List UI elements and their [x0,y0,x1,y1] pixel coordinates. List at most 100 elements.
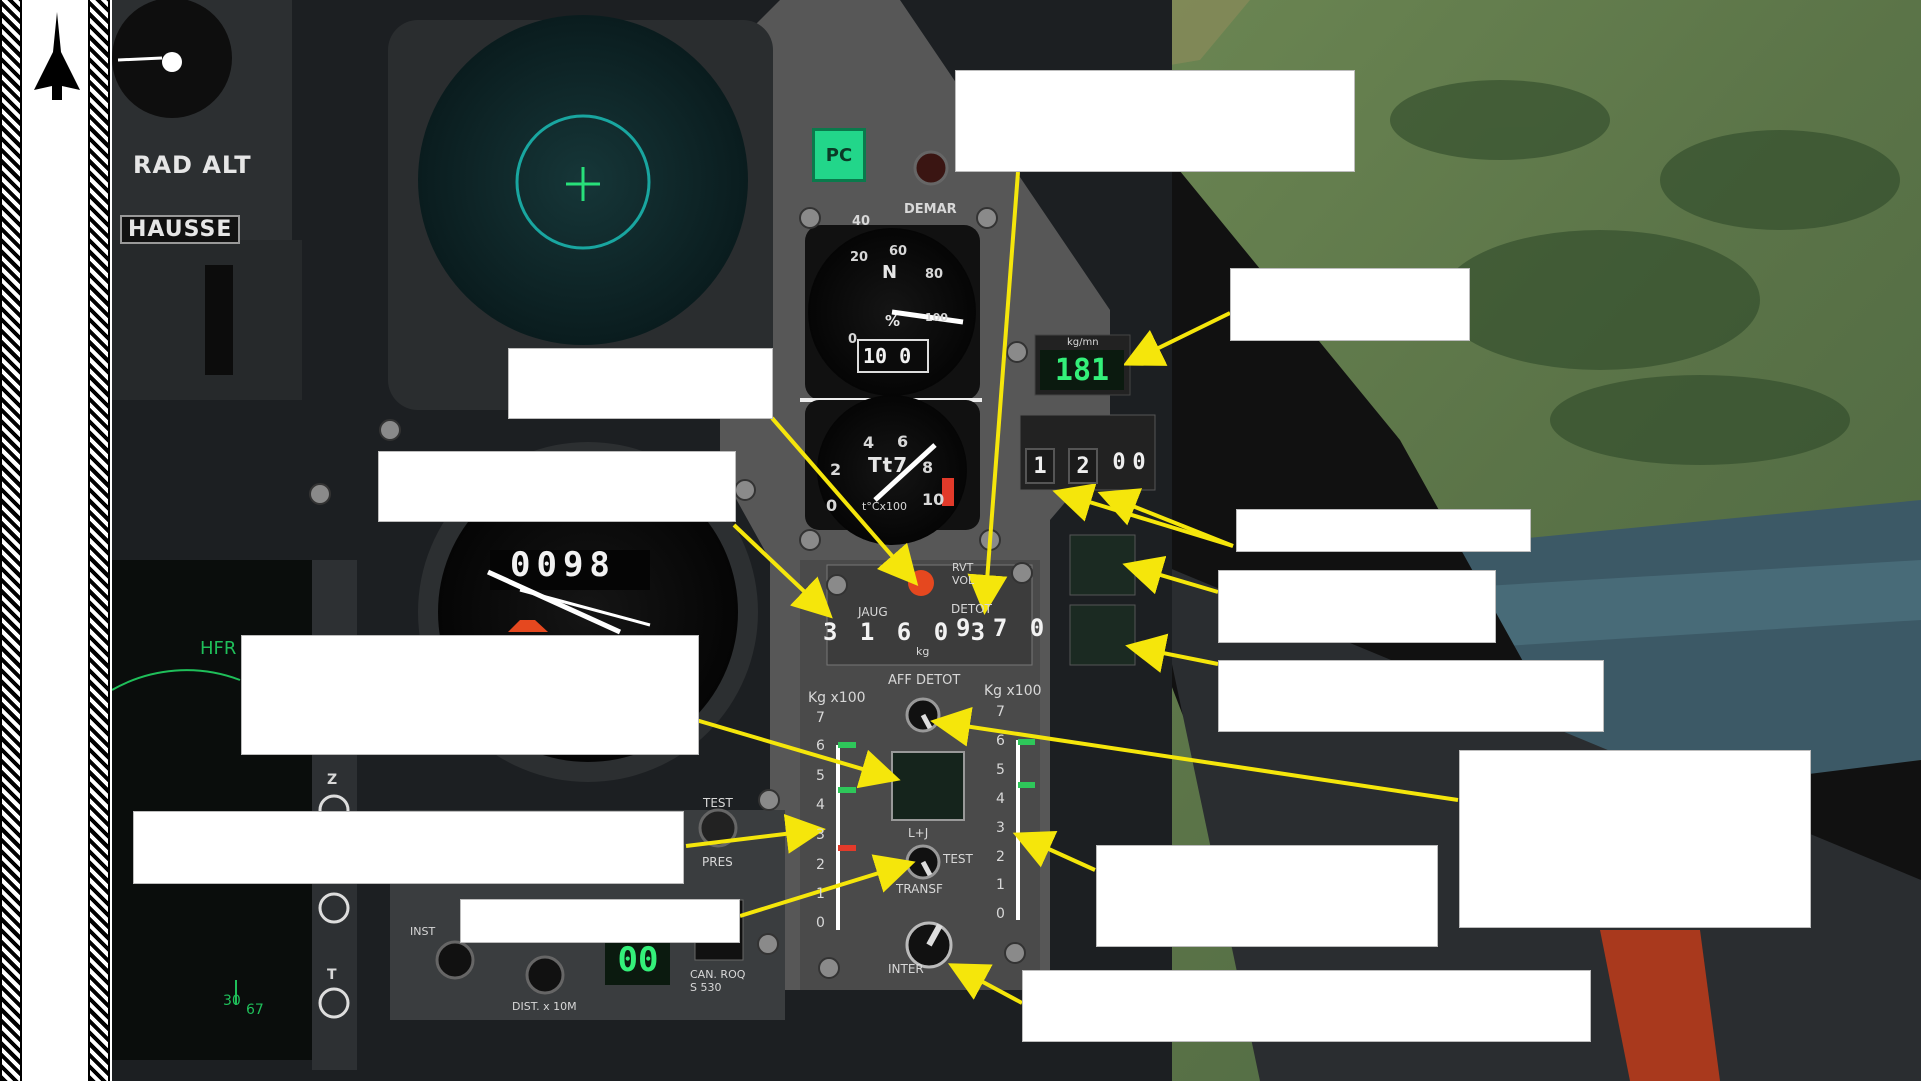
rpm-counter: 10 0 [863,344,912,368]
inst-knob[interactable] [435,940,475,980]
fuel-flow-display: 181 [1040,350,1124,390]
kg-x100-right-label: Kg x100 [984,683,1042,699]
side-strip [0,0,112,1081]
fuel-flow-unit: kg/mn [1067,337,1099,348]
bingo-drum-2[interactable]: 2 [1068,448,1098,484]
callout-fuel-lamp [241,635,699,755]
right-scale-2: 2 [996,849,1005,865]
rad-alt-label: RAD ALT [133,151,252,179]
left-scale-4: 4 [816,797,825,813]
left-scale-3: 3 [816,827,825,843]
pres-label: PRES [702,855,733,869]
arrow-left-scale [685,813,826,854]
temp-redline [942,478,954,506]
airspeed-needle-2 [519,588,651,627]
radar-67-label: 67 [246,1002,264,1018]
ejection-handle [1600,930,1720,1081]
test-pres-button[interactable] [698,808,738,848]
dist-knob[interactable] [525,955,565,995]
arrow-bingo-2 [1052,483,1234,548]
upper-warning-lamp [1069,534,1136,596]
temp-tick-2: 2 [830,460,842,479]
callout-left-scale [133,811,684,884]
bingo-drum-4: 0 [1132,449,1146,475]
right-scale-7: 7 [996,704,1005,720]
can-roq-label: CAN. ROQ [690,968,746,981]
arrow-upper-lamp [1122,555,1219,595]
rpm-unit: % [885,312,902,330]
arrow-right-scale [1012,830,1096,872]
rpm-tick-80: 80 [925,267,944,282]
s530-label: S 530 [690,981,722,994]
hfr-label: HFR [200,638,237,659]
jaug-counter: 3 1 6 0 3 [823,618,990,646]
rpm-tick-100: 100 [925,311,948,324]
test-pres-top-label: TEST [703,796,733,810]
t-knob[interactable] [318,987,350,1019]
left-scale-2: 2 [816,857,825,873]
detot-label: DETOT [951,602,992,616]
fuel-warning-lamp [891,751,965,821]
jaug-label: JAUG [858,605,888,619]
bingo-drum-1[interactable]: 1 [1025,448,1055,484]
transf-label: TRANSF [896,882,943,896]
rpm-tick-60: 60 [889,244,908,259]
rad-alt-needle [117,56,163,62]
right-scale-0: 0 [996,906,1005,922]
callout-jaug [378,451,736,522]
middle-knob[interactable] [318,892,350,924]
pc-button[interactable]: PC [812,128,866,182]
arrow-inter [947,963,1023,1005]
right-scale-6: 6 [996,733,1005,749]
arrow-fuel-flow [1122,311,1231,366]
demar-button[interactable] [913,150,949,186]
rpm-counter-window [857,339,929,373]
temp-tick-8: 8 [922,458,934,477]
radar-30-label: 30 [223,993,241,1009]
right-scale-5: 5 [996,762,1005,778]
left-scale-5: 5 [816,768,825,784]
temp-dial [817,395,967,545]
aff-detot-label: AFF DETOT [888,673,961,688]
inter-pointer [926,923,943,947]
left-display-arc [111,669,241,691]
hausse-label: HAUSSE [120,215,241,244]
right-scale-3: 3 [996,820,1005,836]
callout-upper-lamp [1218,570,1496,643]
detot-counter: 9 7 0 [956,614,1049,642]
right-scale-1: 1 [996,877,1005,893]
hausse-wheel [205,265,233,375]
airspeed-needle [486,569,622,635]
lower-warning-lamp [1069,604,1136,666]
forest-patches [1390,80,1900,465]
rpm-needle [891,309,964,325]
callout-rvt-vol [508,348,773,419]
digital-00-display: 00 [608,938,668,982]
arrow-detot [967,171,1020,615]
kg-x100-left-label: Kg x100 [808,690,866,706]
airspeed-odometer: 0098 [510,545,616,585]
callout-detot [955,70,1355,172]
z-label: Z [327,772,338,788]
aff-detot-lever [920,713,933,730]
left-scale-0: 0 [816,915,825,931]
callout-aff-detot [1459,750,1811,928]
arrow-transf [739,854,916,918]
rpm-tick-20: 20 [850,250,869,265]
t-label: T [327,967,337,983]
inter-label: INTER [888,962,924,976]
airspeed-marker [508,620,548,632]
rad-alt-knob [162,52,182,72]
rpm-letter: N [882,262,899,283]
rpm-tick-0: 0 [848,332,858,347]
transf-lever [920,860,933,877]
hatch-right [88,0,110,1081]
hatch-left [0,0,22,1081]
rpm-tick-40: 40 [852,214,871,229]
bingo-drum-3: 0 [1112,449,1126,475]
radar-ring [515,114,651,250]
arrow-fuel-lamp [695,718,901,789]
lj-label: L+J [908,826,929,840]
kg-label: kg [916,645,930,658]
